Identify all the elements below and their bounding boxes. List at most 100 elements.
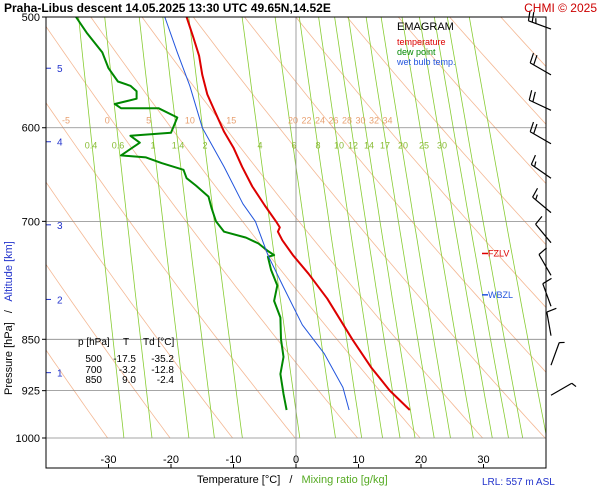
wind-barb: [550, 341, 565, 366]
mixing-ratio-line: [334, 17, 401, 439]
mixing-ratio-label: 10: [334, 141, 344, 151]
dew-point-line: [75, 17, 288, 411]
x-axis-label-separator: /: [289, 474, 293, 486]
mixing-ratio-line: [274, 17, 336, 439]
dry-adiabat-label: 28: [342, 116, 352, 126]
mixing-ratio-line: [318, 17, 383, 439]
mixing-ratio-label: 6: [291, 141, 296, 151]
mixing-ratio-label: 1.4: [172, 141, 185, 151]
wind-barb: [529, 53, 552, 76]
wind-barb-feather: [546, 307, 557, 313]
dry-adiabat-label: 32: [369, 116, 379, 126]
wind-barb-feather: [534, 161, 537, 167]
mixing-ratio-label: 17: [380, 141, 390, 151]
mixing-ratio-line: [162, 17, 215, 439]
dry-adiabat-line: [46, 181, 233, 439]
mixing-ratio-line: [446, 17, 524, 439]
temperature-tick-label: 0: [293, 454, 299, 466]
pressure-tick-label: 850: [22, 334, 40, 346]
dry-adiabat-label: 20: [288, 116, 298, 126]
mixing-ratio-line: [138, 17, 190, 439]
pressure-tick-label: 1000: [16, 433, 40, 445]
wind-barb-feather: [532, 91, 536, 102]
altitude-tick-label: 4: [57, 138, 63, 149]
table-cell: 850: [85, 375, 102, 386]
temperature-tick-label: -10: [226, 454, 242, 466]
dry-adiabat-line: [243, 17, 546, 373]
dry-adiabat-line: [192, 17, 546, 439]
mixing-ratio-label: 0.4: [85, 141, 98, 151]
legend-heading: EMAGRAM: [397, 21, 454, 33]
pressure-tick-label: 700: [22, 216, 40, 228]
mixing-ratio-label: 2: [202, 141, 207, 151]
mixing-ratio-label: 0.6: [112, 141, 125, 151]
chart-title: Praha-Libus descent 14.05.2025 13:30 UTC…: [4, 1, 331, 15]
wind-barb-staff: [538, 254, 552, 276]
wind-barb: [529, 121, 552, 145]
wind-barb-staff: [550, 342, 560, 366]
temperature-tick-label: -30: [101, 454, 117, 466]
dry-adiabat-label: 22: [301, 116, 311, 126]
copyright: CHMI © 2025: [524, 1, 597, 15]
wind-barb-feather: [533, 55, 538, 66]
dry-adiabat-line: [46, 349, 108, 439]
mixing-ratio-line: [380, 17, 451, 439]
mixing-ratio-label: 8: [315, 141, 320, 151]
wind-barbs: [527, 10, 577, 396]
wind-barb-feather: [535, 194, 538, 200]
x-axis-label-temperature: Temperature [°C]: [197, 474, 280, 486]
dry-adiabat-label: 15: [226, 116, 236, 126]
background-grid: -5 0 5 10 15 20 22 24 26 28 30 32 340.4 0.6 1 1.4 2 4 6 8 10…: [46, 17, 546, 468]
mixing-ratio-line: [468, 17, 546, 437]
temperature-tick-label: -20: [163, 454, 179, 466]
dry-adiabat-label: 5: [146, 116, 151, 126]
lrl-label: LRL: 557 m ASL: [482, 477, 555, 488]
wind-barb-staff: [532, 196, 552, 214]
table-cell: -17.5: [113, 354, 136, 365]
dry-adiabat-line: [346, 17, 546, 246]
wind-barb-feather: [530, 154, 536, 165]
wind-barb-feather: [542, 277, 552, 285]
table-cell: -12.8: [151, 365, 174, 376]
plot-frame: [45, 16, 547, 469]
altitude-tick-label: 2: [57, 295, 63, 306]
y-axis-label: Pressure [hPa] / Altitude [km]: [3, 241, 15, 395]
dry-adiabat-label: -5: [62, 116, 70, 126]
y-axis-label-pressure: Pressure [hPa]: [3, 322, 15, 395]
pressure-tick-label: 925: [22, 386, 40, 398]
wind-barb-feather: [535, 215, 543, 225]
wind-barb: [535, 215, 552, 244]
dry-adiabat-line: [397, 17, 546, 185]
y-axis-label-altitude: Altitude [km]: [3, 241, 15, 302]
dry-adiabat-label: 26: [328, 116, 338, 126]
mixing-ratio-line: [104, 17, 153, 439]
wind-barb-feather: [528, 90, 533, 101]
table-cell: -2.4: [157, 375, 175, 386]
wet-bulb-line: [164, 17, 350, 411]
level-marker-label: WBZL: [488, 290, 513, 300]
wind-barb: [532, 187, 552, 214]
dry-adiabat-label: 10: [185, 116, 195, 126]
wind-barb-feather: [532, 187, 539, 198]
altitude-tick-label: 3: [57, 221, 63, 232]
mixing-ratio-label: 14: [364, 141, 374, 151]
table-header-p: p [hPa]: [78, 337, 110, 348]
x-axis-label-mixing-ratio: Mixing ratio [g/kg]: [301, 474, 387, 486]
mixing-ratio-label: 1: [150, 141, 155, 151]
wind-barb-feather: [529, 53, 535, 64]
dry-adiabat-line: [295, 17, 546, 309]
dry-adiabat-line: [449, 17, 546, 125]
wind-barb-staff: [530, 163, 552, 179]
wind-barb-feather: [533, 123, 538, 134]
y-axis-label-separator: /: [3, 309, 15, 313]
mixing-ratio-line: [433, 17, 509, 439]
dry-adiabat-line: [90, 17, 421, 439]
mixing-ratio-line: [418, 17, 493, 439]
mixing-ratio-line: [298, 17, 363, 439]
wind-barb: [538, 247, 552, 276]
table-cell: -3.2: [119, 365, 137, 376]
legend-temperature: temperature: [397, 37, 446, 47]
profile-series: [75, 17, 411, 411]
